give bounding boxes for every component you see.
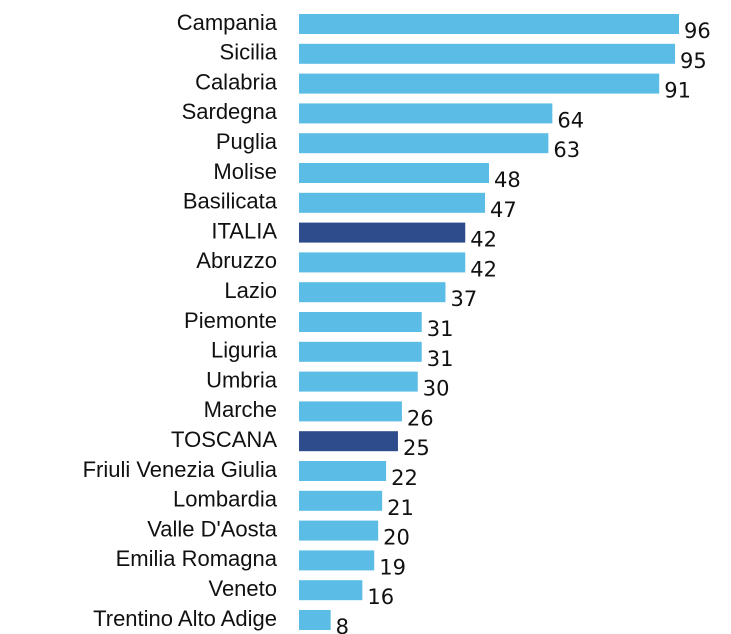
category-label: ITALIA: [211, 218, 277, 243]
value-label: 42: [470, 257, 497, 281]
bar: [299, 461, 387, 481]
bar: [299, 192, 486, 213]
category-label: Lazio: [224, 278, 277, 303]
value-label: 42: [470, 228, 497, 252]
value-label: 22: [391, 466, 418, 490]
category-label: Sardegna: [182, 99, 278, 124]
value-label: 25: [403, 436, 430, 460]
category-label: Basilicata: [183, 189, 278, 214]
category-label: Sicilia: [220, 40, 278, 65]
bar: [299, 550, 375, 571]
value-label: 96: [684, 19, 711, 43]
value-label: 31: [427, 317, 454, 341]
category-label: Marche: [204, 397, 277, 422]
category-label: Friuli Venezia Giulia: [83, 457, 278, 482]
category-label: Trentino Alto Adige: [93, 606, 277, 631]
value-label: 63: [553, 138, 580, 162]
value-label: 26: [407, 406, 434, 430]
value-label: 30: [423, 377, 450, 401]
bar: [299, 73, 660, 94]
value-label: 20: [383, 526, 410, 550]
value-label: 31: [427, 347, 454, 371]
bar: [299, 341, 422, 362]
category-label: TOSCANA: [171, 427, 277, 452]
value-label: 21: [387, 496, 414, 520]
bar: [299, 312, 422, 332]
bar: [299, 580, 363, 601]
value-label: 91: [664, 79, 691, 103]
value-label: 8: [336, 615, 349, 634]
bar: [299, 610, 331, 630]
category-label: Calabria: [195, 69, 278, 94]
category-label: Molise: [213, 159, 277, 184]
category-label: Emilia Romagna: [116, 546, 278, 571]
category-label: Abruzzo: [196, 248, 277, 273]
category-label: Piemonte: [184, 308, 277, 333]
bar: [299, 520, 379, 541]
value-label: 64: [557, 108, 584, 132]
bar: [299, 282, 446, 303]
bar: [299, 222, 466, 243]
value-label: 37: [450, 287, 477, 311]
bar: [299, 401, 402, 422]
bar: [299, 103, 553, 124]
value-label: 95: [680, 49, 707, 73]
category-label: Lombardia: [173, 487, 278, 512]
bar: [299, 14, 679, 34]
bar: [299, 490, 383, 511]
bar: [299, 371, 418, 392]
bar: [299, 163, 489, 183]
bar: [299, 431, 398, 452]
bar: [299, 252, 466, 273]
category-label: Valle D'Aosta: [147, 516, 278, 541]
value-label: 47: [490, 198, 517, 222]
bar: [299, 133, 549, 154]
value-label: 19: [379, 555, 406, 579]
value-label: 16: [367, 585, 394, 609]
category-label: Umbria: [206, 367, 278, 392]
category-label: Puglia: [216, 129, 278, 154]
category-label: Veneto: [208, 576, 277, 601]
category-label: Liguria: [211, 338, 278, 363]
value-label: 48: [494, 168, 521, 192]
bar: [299, 43, 676, 64]
category-label: Campania: [177, 10, 278, 35]
